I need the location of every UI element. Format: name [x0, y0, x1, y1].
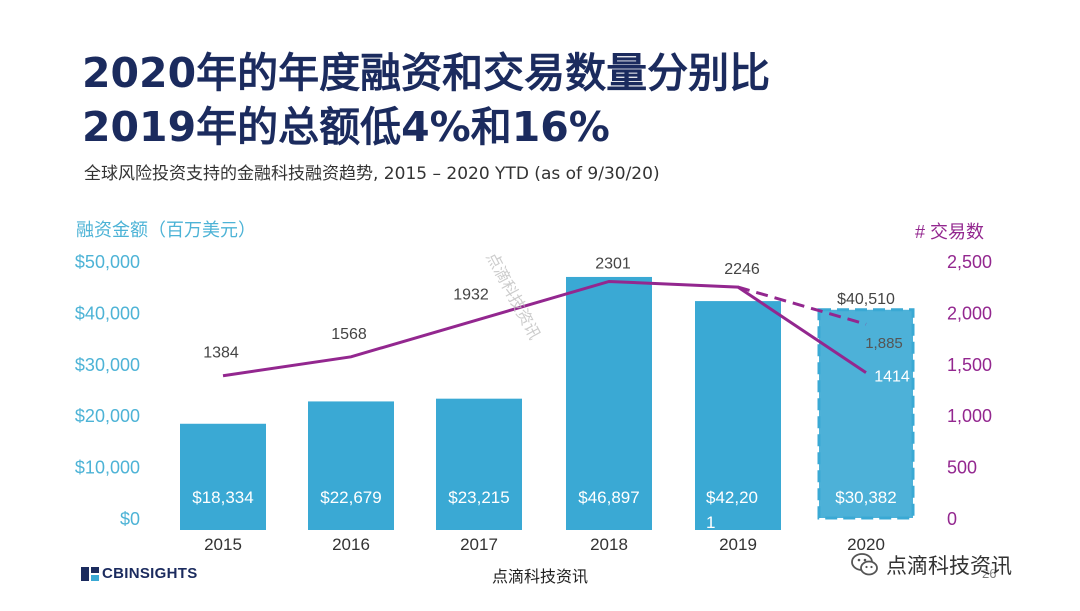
page-number: 26 — [982, 566, 997, 581]
wechat-account-name: 点滴科技资讯 — [886, 554, 1012, 578]
funding-value-label: $46,897 — [578, 488, 639, 507]
brand-name: CBINSIGHTS — [102, 565, 198, 582]
projected-funding-bar-2020 — [817, 308, 915, 520]
wechat-icon — [851, 553, 878, 576]
funding-bar — [436, 398, 522, 530]
left-axis-label: 融资金额（百万美元） — [76, 220, 256, 240]
wechat-badge: 点滴科技资讯 — [850, 548, 1012, 582]
slide-subtitle: 全球风险投资支持的金融科技融资趋势, 2015 – 2020 YTD (as o… — [84, 164, 660, 184]
right-tick-label: 500 — [947, 458, 977, 478]
funding-value-label: $18,334 — [192, 488, 253, 507]
funding-value-label: $23,215 — [448, 488, 509, 507]
projected-deals-label: 1,885 — [865, 335, 903, 352]
left-tick-label: $30,000 — [75, 355, 140, 375]
funding-value-label: $42,20 — [706, 488, 758, 507]
slide-title-line2: 2019年的总额低4%和16% — [82, 103, 610, 151]
left-tick-label: $50,000 — [75, 252, 140, 272]
right-tick-label: 2,500 — [947, 252, 992, 272]
x-tick-label: 2017 — [460, 535, 498, 554]
funding-bar — [695, 301, 781, 530]
funding-value-label: $22,679 — [320, 488, 381, 507]
deals-value-label: 2246 — [724, 261, 760, 278]
deals-value-label: 1932 — [453, 286, 489, 303]
footer-watermark: 点滴科技资讯 — [492, 567, 589, 586]
funding-bar — [180, 423, 266, 530]
deals-value-label: 1384 — [203, 345, 239, 362]
left-tick-label: $40,000 — [75, 303, 140, 323]
left-tick-label: $20,000 — [75, 406, 140, 426]
slide-title: 2020年的年度融资和交易数量分别比 2019年的总额低4%和16% — [82, 46, 1042, 154]
right-tick-label: 1,500 — [947, 355, 992, 375]
deals-line — [222, 279, 867, 378]
x-tick-label: 2015 — [204, 535, 242, 554]
right-tick-label: 0 — [947, 509, 957, 529]
right-tick-label: 1,000 — [947, 406, 992, 426]
left-tick-label: $10,000 — [75, 458, 140, 478]
x-tick-label: 2020 — [847, 535, 885, 554]
funding-value-label-wrap: 1 — [706, 513, 715, 532]
deals-value-label: 1568 — [331, 326, 367, 343]
left-tick-label: $0 — [120, 509, 140, 529]
slide-title-line1: 2020年的年度融资和交易数量分别比 — [82, 49, 771, 97]
projected-deals-line — [737, 285, 867, 326]
right-axis-label: # 交易数 — [915, 222, 984, 242]
right-tick-label: 2,000 — [947, 303, 992, 323]
funding-bar — [308, 401, 394, 530]
deals-value-label: 2301 — [595, 255, 631, 272]
projected-funding-label: $40,510 — [837, 291, 895, 308]
diagonal-watermark: 点滴科技资讯 — [482, 249, 543, 342]
x-tick-label: 2016 — [332, 535, 370, 554]
x-tick-label: 2019 — [719, 535, 757, 554]
funding-value-label: $30,382 — [835, 488, 896, 507]
x-tick-label: 2018 — [590, 535, 628, 554]
cbinsights-logo-icon — [81, 567, 99, 581]
funding-bar — [566, 276, 652, 530]
deals-value-label: 1414 — [874, 369, 910, 386]
